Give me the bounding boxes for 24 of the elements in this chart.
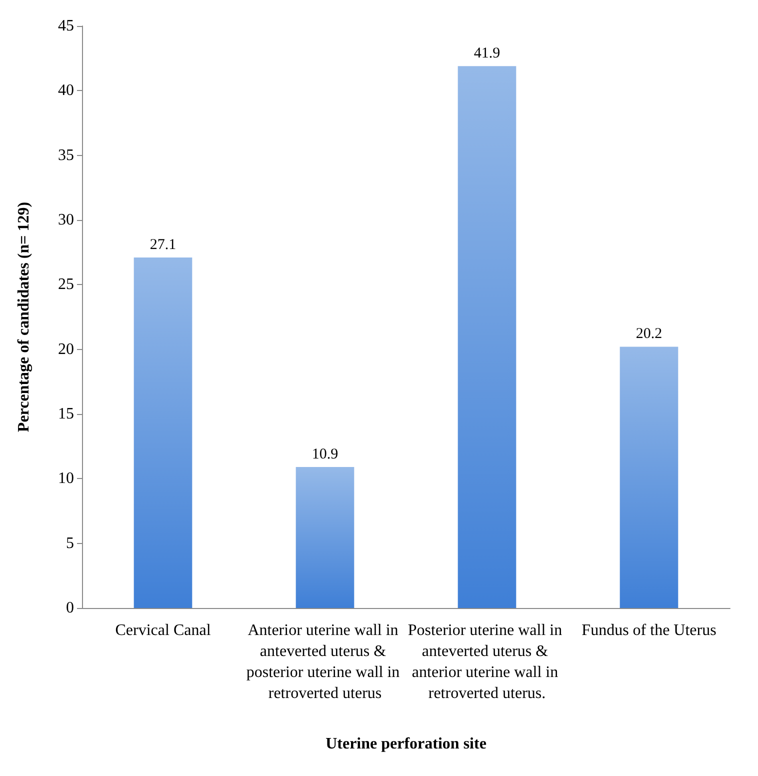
data-label: 20.2	[636, 326, 662, 342]
y-tick-label: 45	[58, 18, 74, 34]
bar	[296, 467, 354, 608]
y-tick-label: 10	[58, 470, 74, 488]
data-label: 10.9	[312, 446, 338, 463]
y-tick-label: 0	[66, 600, 74, 616]
x-axis-title: Uterine perforation site	[326, 736, 486, 752]
data-label: 41.9	[474, 46, 500, 62]
bar	[458, 66, 516, 608]
y-tick-label: 20	[58, 340, 74, 358]
data-label: 27.1	[150, 237, 176, 254]
y-tick-label: 25	[58, 276, 74, 294]
bar	[134, 258, 192, 608]
x-tick-label: Fundus of the Uterus	[582, 622, 716, 639]
y-tick-label: 5	[66, 534, 74, 552]
y-axis-title: Percentage of candidates (n= 129)	[16, 202, 32, 432]
x-tick-label: Anterior uterine wall in anteverted uterus & posterior uterine wall in retroverted uterus	[246, 622, 404, 702]
y-tick-label: 35	[58, 146, 74, 164]
x-tick-label: Posterior uterine wall in anteverted uterus & anterior uterine wall in retroverted uterus.	[408, 622, 566, 702]
bar	[620, 346, 678, 608]
y-tick-label: 15	[58, 406, 74, 422]
y-tick-label: 30	[58, 212, 74, 228]
y-tick-label: 40	[58, 82, 74, 100]
x-tick-label: Cervical Canal	[115, 622, 212, 639]
